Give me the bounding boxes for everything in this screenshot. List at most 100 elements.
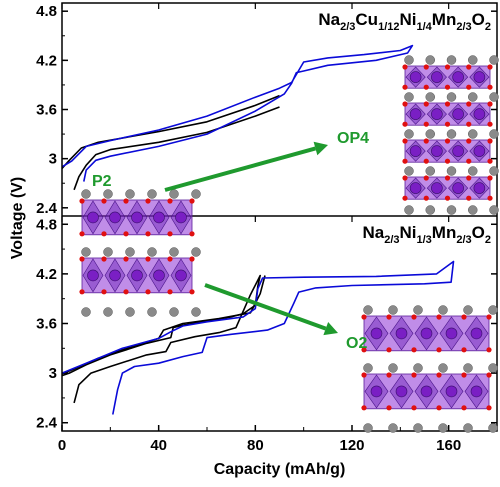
atom-red: [189, 231, 195, 237]
panel-title-part: Ni: [400, 10, 417, 29]
panel-title-part: O: [472, 10, 485, 29]
y-tick-label: 2.4: [36, 415, 58, 432]
y-tick-label: 3: [49, 151, 57, 168]
arrow-p2-to-op4: [164, 141, 328, 192]
structure-inset-p2: [79, 189, 201, 317]
atom-red: [386, 347, 392, 353]
atom-purple: [409, 145, 422, 157]
atom-red: [436, 347, 442, 353]
panel-top: 2.433.64.24.8 Na2/3Cu1/12Ni1/4Mn2/3O2: [36, 3, 497, 217]
panel-title-part: 2/3: [456, 234, 471, 246]
y-tick-label: 3: [49, 365, 57, 382]
atom-red: [145, 289, 151, 295]
atom-red: [189, 256, 195, 262]
atom-red: [444, 64, 451, 70]
atom-red: [79, 231, 85, 237]
atom-red: [461, 347, 467, 353]
atom-red: [402, 64, 408, 70]
atom-red: [402, 175, 408, 181]
panel-title: Na2/3Cu1/12Ni1/4Mn2/3O2: [318, 10, 491, 33]
arrow-shaft: [164, 146, 317, 192]
atom-red: [101, 256, 107, 262]
y-axis-label: Voltage (V): [9, 177, 26, 259]
atom-gray: [468, 92, 478, 102]
atom-purple: [175, 211, 187, 224]
atom-gray: [488, 423, 498, 433]
atom-red: [423, 84, 429, 90]
atom-red: [466, 101, 472, 107]
atom-gray: [103, 307, 113, 317]
atom-red: [423, 175, 429, 181]
y-tick-label: 4.2: [36, 266, 57, 283]
atom-gray: [468, 55, 478, 65]
atom-gray: [413, 423, 423, 433]
atom-purple: [409, 108, 422, 120]
atom-red: [444, 121, 451, 127]
series-line-2: [73, 106, 280, 191]
atom-red: [402, 101, 408, 107]
atom-gray: [404, 92, 414, 102]
y-tick-label: 3.6: [36, 316, 57, 333]
panel-title-part: 1/12: [378, 21, 399, 33]
label-o2: O2: [346, 335, 367, 352]
arrow-p2-to-o2: [204, 283, 338, 336]
atom-purple: [395, 385, 408, 398]
atom-purple: [153, 211, 165, 224]
atom-gray: [438, 305, 448, 315]
atom-gray: [388, 305, 398, 315]
atom-red: [486, 314, 492, 320]
atom-red: [386, 405, 392, 411]
y-tick-label: 2.4: [36, 200, 58, 217]
atom-gray: [468, 129, 478, 139]
atom-red: [123, 231, 129, 237]
panel-title-part: 1/3: [417, 234, 432, 246]
atom-purple: [109, 211, 121, 224]
atom-gray: [488, 363, 498, 373]
atom-gray: [425, 166, 435, 176]
atom-gray: [425, 205, 435, 215]
atom-gray: [125, 247, 135, 257]
atom-purple: [452, 145, 464, 157]
atom-gray: [169, 247, 179, 257]
atom-purple: [395, 327, 408, 340]
atom-gray: [147, 247, 157, 257]
panel-title-part: 2/3: [384, 234, 399, 246]
panel-title-part: O: [472, 223, 485, 242]
atom-purple: [153, 269, 165, 282]
atom-red: [361, 314, 367, 320]
atom-red: [189, 289, 195, 295]
atom-purple: [473, 71, 486, 83]
atom-gray: [81, 247, 91, 257]
structure-inset-o2: [361, 305, 498, 433]
atom-gray: [446, 166, 457, 176]
atom-purple: [452, 71, 464, 83]
panel-title-part: Mn: [432, 223, 457, 242]
atom-red: [411, 347, 417, 353]
atom-gray: [363, 305, 373, 315]
x-tick-label: 120: [339, 437, 364, 454]
atom-red: [461, 405, 467, 411]
atom-purple: [431, 108, 443, 120]
atom-gray: [363, 363, 373, 373]
atom-purple: [370, 385, 383, 398]
atom-gray: [463, 423, 473, 433]
panel-title-part: 2: [485, 234, 491, 246]
atom-red: [402, 121, 408, 127]
atom-red: [444, 195, 451, 201]
atom-red: [79, 198, 85, 204]
atom-gray: [425, 55, 435, 65]
panel-title-part: Mn: [432, 10, 457, 29]
atom-gray: [81, 189, 91, 199]
atom-red: [123, 256, 129, 262]
atom-red: [423, 158, 429, 164]
atom-red: [123, 198, 129, 204]
atom-red: [466, 195, 472, 201]
atom-gray: [489, 166, 499, 176]
panel-title-part: Na: [318, 10, 340, 29]
panel-title-part: Na: [362, 223, 384, 242]
atom-red: [466, 84, 472, 90]
atom-red: [486, 347, 492, 353]
atom-gray: [425, 129, 435, 139]
atom-gray: [103, 247, 113, 257]
